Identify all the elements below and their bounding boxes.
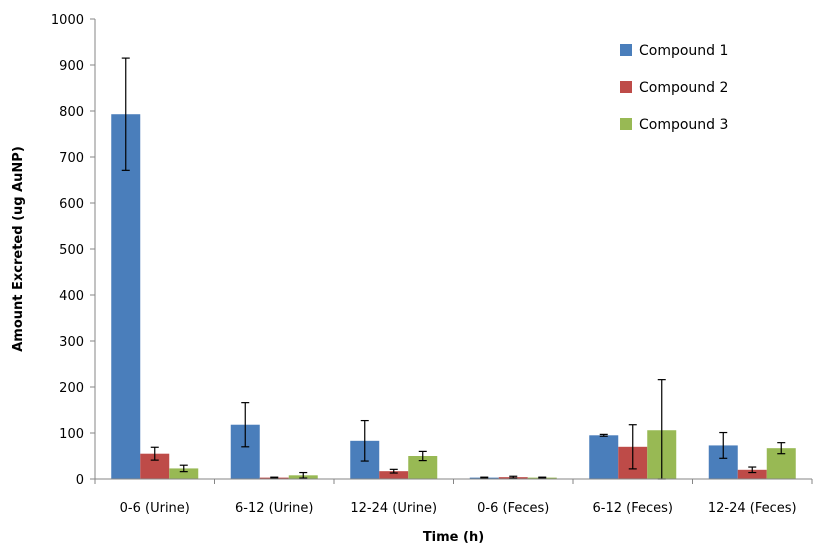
x-category-label: 0-6 (Urine): [120, 501, 190, 516]
legend-swatch: [620, 118, 632, 130]
x-category-label: 6-12 (Urine): [235, 501, 314, 516]
x-axis-title: Time (h): [423, 530, 484, 545]
y-tick-label: 500: [59, 243, 84, 258]
legend-swatch: [620, 44, 632, 56]
y-tick-label: 1000: [51, 13, 84, 28]
y-tick-label: 700: [59, 151, 84, 166]
bar: [379, 471, 409, 479]
y-axis-ticks: 0 100 200 300 400 500 600 700 800 900 1000: [51, 13, 95, 488]
legend-label: Compound 3: [639, 117, 728, 133]
y-tick-label: 100: [59, 427, 84, 442]
y-tick-label: 200: [59, 381, 84, 396]
bar: [589, 435, 619, 479]
y-tick-label: 900: [59, 59, 84, 74]
bar: [737, 469, 767, 479]
bars: [111, 114, 796, 479]
y-tick-label: 600: [59, 197, 84, 212]
bar: [111, 114, 141, 479]
y-tick-label: 300: [59, 335, 84, 350]
bar: [408, 456, 438, 479]
x-category-label: 0-6 (Feces): [477, 501, 549, 516]
y-tick-label: 400: [59, 289, 84, 304]
y-tick-label: 0: [76, 473, 84, 488]
y-tick-label: 800: [59, 105, 84, 120]
bar: [169, 468, 199, 479]
x-axis-labels: 0-6 (Urine) 6-12 (Urine) 12-24 (Urine) 0-6 …: [94, 479, 813, 516]
x-category-label: 12-24 (Feces): [708, 501, 797, 516]
legend: Compound 1 Compound 2 Compound 3: [620, 43, 728, 133]
y-axis-title: Amount Excreted (ug AuNP): [11, 146, 26, 352]
legend-swatch: [620, 81, 632, 93]
legend-label: Compound 2: [639, 80, 728, 96]
legend-label: Compound 1: [639, 43, 728, 59]
x-category-label: 12-24 (Urine): [350, 501, 437, 516]
x-category-label: 6-12 (Feces): [593, 501, 673, 516]
